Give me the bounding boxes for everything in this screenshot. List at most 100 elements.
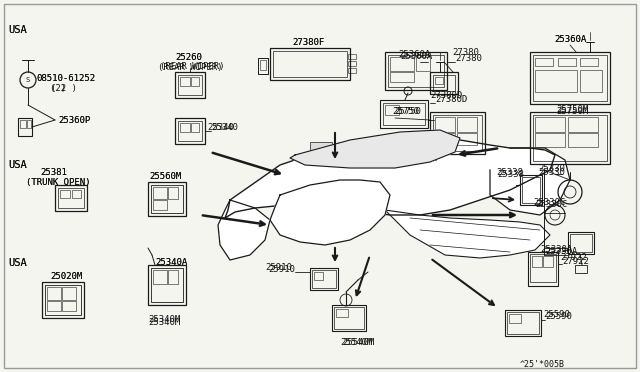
Bar [522, 177, 540, 203]
Bar [457, 117, 477, 132]
Polygon shape [218, 200, 270, 260]
Text: 25340M: 25340M [148, 315, 180, 324]
Text: USA: USA [8, 258, 27, 268]
Text: 25338: 25338 [496, 168, 523, 177]
Text: 25338: 25338 [497, 170, 524, 179]
Text: (2): (2) [50, 84, 66, 93]
Polygon shape [225, 137, 555, 218]
Text: 25360A: 25360A [398, 50, 430, 59]
Bar [533, 115, 607, 161]
Bar [388, 55, 444, 87]
Bar [153, 200, 167, 210]
Bar [148, 182, 186, 216]
Bar [418, 142, 436, 160]
Text: USA: USA [8, 258, 27, 268]
Bar [435, 77, 443, 84]
Bar [338, 142, 360, 160]
Bar [62, 301, 76, 311]
Bar [558, 58, 576, 66]
Bar [568, 232, 594, 254]
Bar [530, 52, 610, 104]
Bar [390, 72, 414, 82]
Bar [178, 121, 202, 141]
Text: 25540M: 25540M [342, 338, 374, 347]
Text: (REAR WIPER): (REAR WIPER) [160, 62, 225, 71]
Bar [366, 142, 388, 160]
Bar [175, 72, 205, 98]
Bar [348, 68, 356, 73]
Bar [72, 190, 81, 198]
Bar [20, 120, 26, 128]
Bar [435, 133, 455, 145]
Bar [175, 118, 205, 144]
Bar [568, 117, 598, 132]
Text: 25330A: 25330A [540, 245, 572, 254]
Text: 25330: 25330 [538, 168, 565, 177]
Bar [505, 310, 541, 336]
Bar [151, 185, 183, 213]
Text: 25330: 25330 [538, 164, 565, 173]
Text: 25750: 25750 [394, 107, 421, 116]
Bar [191, 77, 199, 86]
Bar [153, 187, 167, 199]
Text: 25340A: 25340A [155, 258, 188, 267]
Bar [435, 117, 455, 132]
Text: 25910: 25910 [265, 263, 292, 272]
Bar [433, 115, 482, 151]
Text: 25750M: 25750M [556, 107, 588, 116]
Bar [568, 133, 598, 147]
Bar [273, 51, 347, 77]
Text: 27380D: 27380D [435, 95, 467, 104]
Bar [62, 287, 76, 300]
Bar [27, 120, 31, 128]
Text: 27380: 27380 [455, 54, 482, 63]
Bar [390, 57, 414, 71]
Bar [42, 282, 84, 318]
Text: 25540M: 25540M [340, 338, 372, 347]
Bar [385, 105, 399, 115]
Bar [180, 123, 190, 132]
Bar [180, 77, 190, 86]
Text: 25360P: 25360P [58, 116, 90, 125]
Bar [535, 58, 553, 66]
Text: 25750: 25750 [392, 107, 419, 116]
Bar [457, 133, 477, 145]
Text: 25910: 25910 [268, 265, 295, 274]
Bar [168, 187, 178, 199]
Polygon shape [270, 180, 390, 245]
Text: 25330C: 25330C [533, 198, 565, 207]
Bar [532, 256, 542, 267]
Bar [520, 175, 542, 205]
Text: 27380F: 27380F [292, 38, 324, 47]
Text: 25560M: 25560M [149, 172, 181, 181]
Polygon shape [290, 130, 460, 168]
Bar [580, 70, 602, 92]
Bar [430, 72, 458, 94]
Bar [336, 309, 348, 317]
Text: 27380: 27380 [452, 48, 479, 57]
Bar [270, 48, 350, 80]
Text: 25381: 25381 [40, 168, 67, 177]
Bar [575, 265, 587, 273]
Text: 25330C: 25330C [535, 200, 567, 209]
Bar [385, 52, 447, 90]
Text: 25020M: 25020M [50, 272, 83, 281]
Text: 25020M: 25020M [50, 272, 83, 281]
Bar [535, 117, 565, 132]
Text: 25340: 25340 [211, 123, 238, 132]
Bar [47, 287, 61, 300]
Bar [580, 58, 598, 66]
Text: ( 2 ): ( 2 ) [50, 84, 77, 93]
Text: ^25'*005B: ^25'*005B [520, 360, 565, 369]
Bar [383, 103, 425, 125]
Bar [260, 60, 266, 70]
Text: 27922: 27922 [562, 257, 589, 266]
Text: 25750M: 25750M [556, 105, 588, 114]
Bar [394, 142, 416, 160]
Bar [148, 265, 186, 305]
Bar [535, 133, 565, 147]
Text: (TRUNK OPEN): (TRUNK OPEN) [26, 178, 90, 187]
Bar [45, 285, 81, 315]
Bar [314, 272, 323, 280]
Text: 25260: 25260 [175, 53, 202, 62]
